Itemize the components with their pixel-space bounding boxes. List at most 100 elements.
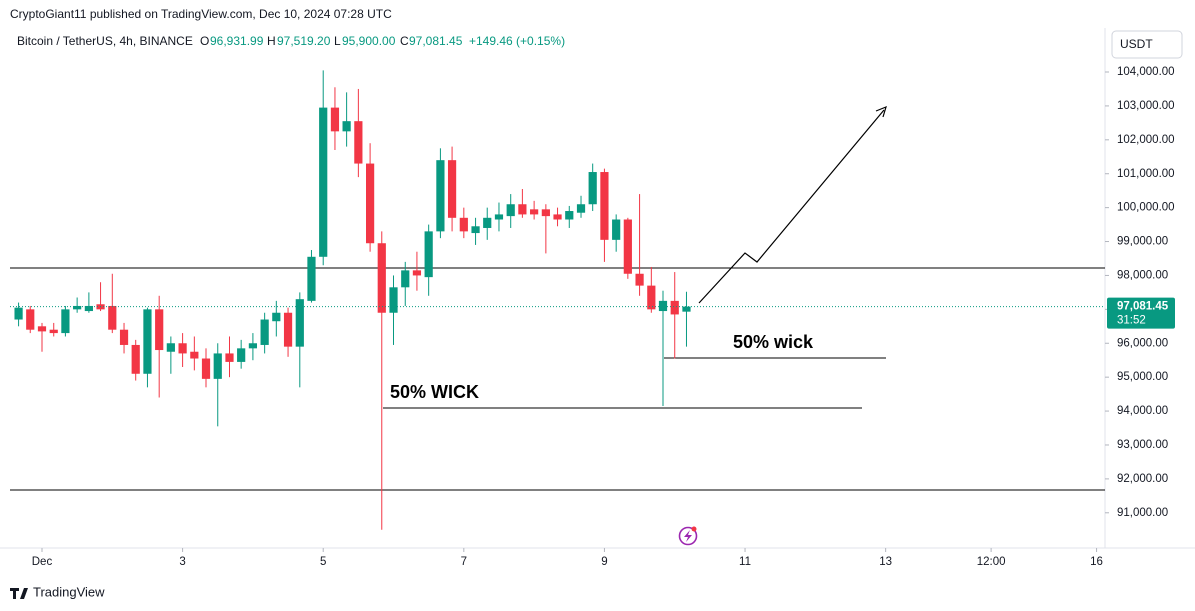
- candle-body: [647, 285, 656, 310]
- o-value: 96,931.99: [210, 34, 264, 48]
- candle-body: [237, 348, 246, 362]
- candle-body: [119, 329, 129, 345]
- candle-body: [190, 351, 199, 359]
- o-label: O: [200, 34, 209, 48]
- x-tick-label: 13: [879, 556, 892, 568]
- l-value: 95,900.00: [342, 34, 396, 48]
- candle-body: [576, 204, 586, 213]
- candles: [14, 70, 691, 530]
- candle-body: [307, 256, 316, 301]
- candle-body: [73, 305, 82, 310]
- candle-body: [143, 309, 152, 374]
- candle-body: [342, 121, 351, 132]
- candle-body: [658, 300, 668, 312]
- candle-body: [424, 231, 433, 278]
- candle-body: [260, 319, 269, 345]
- legend: Bitcoin / TetherUS, 4h, BINANCE O 96,931…: [17, 34, 565, 48]
- candle-body: [84, 305, 93, 312]
- x-tick-label: 7: [461, 556, 467, 568]
- y-tick-label: 99,000.00: [1117, 236, 1168, 248]
- candle-body: [565, 211, 574, 220]
- candle-body: [518, 204, 527, 215]
- candle-body: [530, 209, 539, 215]
- candle-body: [225, 353, 234, 362]
- candle-body: [108, 305, 117, 330]
- x-tick-label: 16: [1090, 556, 1103, 568]
- candle-body: [37, 326, 47, 332]
- candle-body: [61, 309, 70, 334]
- x-tick-label: 12:00: [977, 556, 1006, 568]
- x-tick-label: 11: [739, 556, 751, 568]
- candle-body: [600, 172, 609, 240]
- candle-body: [541, 209, 550, 217]
- candle-body: [635, 273, 644, 286]
- candle-body: [213, 353, 222, 379]
- y-tick-label: 95,000.00: [1117, 371, 1168, 383]
- candle-body: [366, 163, 375, 244]
- candle-body: [483, 217, 492, 228]
- candle-body: [623, 219, 632, 274]
- annotation: 50% wick: [733, 332, 814, 352]
- candle-body: [319, 107, 328, 257]
- y-tick-label: 93,000.00: [1117, 439, 1168, 451]
- candle-body: [131, 344, 140, 374]
- candle-body: [178, 343, 187, 354]
- y-tick-label: 101,000.00: [1117, 168, 1175, 180]
- symbol: Bitcoin / TetherUS, 4h, BINANCE: [17, 34, 193, 48]
- candle-body: [682, 306, 691, 312]
- candle-body: [155, 309, 164, 351]
- candle-body: [506, 204, 515, 217]
- last-price-box: [1107, 297, 1175, 329]
- y-tick-label: 98,000.00: [1117, 269, 1168, 281]
- last-price-label: 97,081.45: [1117, 301, 1169, 313]
- candle-body: [412, 270, 422, 276]
- x-tick-label: 9: [601, 556, 607, 568]
- currency[interactable]: USDT: [1120, 37, 1153, 51]
- event-icon[interactable]: [678, 526, 698, 546]
- footer-logo: [10, 588, 28, 599]
- l-label: L: [334, 34, 341, 48]
- y-tick-label: 104,000.00: [1117, 66, 1175, 78]
- y-tick-label: 94,000.00: [1117, 405, 1168, 417]
- candle-body: [436, 160, 445, 232]
- candle-body: [389, 287, 398, 313]
- candle-body: [494, 214, 504, 220]
- candle-body: [459, 217, 468, 232]
- candle-body: [283, 312, 293, 347]
- y-tick-label: 91,000.00: [1117, 507, 1168, 519]
- candle-body: [377, 243, 386, 313]
- candle-body: [354, 121, 363, 164]
- candle-body: [201, 358, 211, 379]
- candle-body: [14, 307, 23, 320]
- candle-body: [588, 172, 597, 205]
- candle-body: [670, 300, 679, 315]
- candle-body: [553, 214, 562, 220]
- h-value: 97,519.20: [277, 34, 331, 48]
- x-tick-label: Dec: [32, 556, 53, 568]
- c-label: C: [400, 34, 409, 48]
- y-tick-label: 96,000.00: [1117, 337, 1168, 349]
- y-tick-label: 103,000.00: [1117, 100, 1175, 112]
- c-value: 97,081.45: [409, 34, 463, 48]
- candle-body: [49, 329, 58, 334]
- countdown: 31:52: [1117, 315, 1146, 327]
- projection-arrow: [698, 109, 885, 304]
- candle-body: [447, 160, 457, 218]
- candle-body: [471, 226, 480, 234]
- footer: TradingView: [33, 584, 105, 599]
- candle-body: [26, 309, 35, 330]
- y-tick-label: 100,000.00: [1117, 202, 1175, 214]
- candle-body: [612, 219, 621, 240]
- candle-body: [401, 270, 410, 288]
- currency-button[interactable]: [1111, 30, 1183, 59]
- arrow-head: [875, 105, 887, 118]
- x-tick-label: 3: [179, 556, 185, 568]
- y-tick-label: 102,000.00: [1117, 134, 1175, 146]
- publisher: CryptoGiant11 published on TradingView.c…: [10, 7, 392, 21]
- x-tick-label: 5: [320, 556, 326, 568]
- candle-body: [248, 343, 258, 349]
- candle-body: [272, 312, 281, 322]
- change: +149.46 (+0.15%): [469, 34, 565, 48]
